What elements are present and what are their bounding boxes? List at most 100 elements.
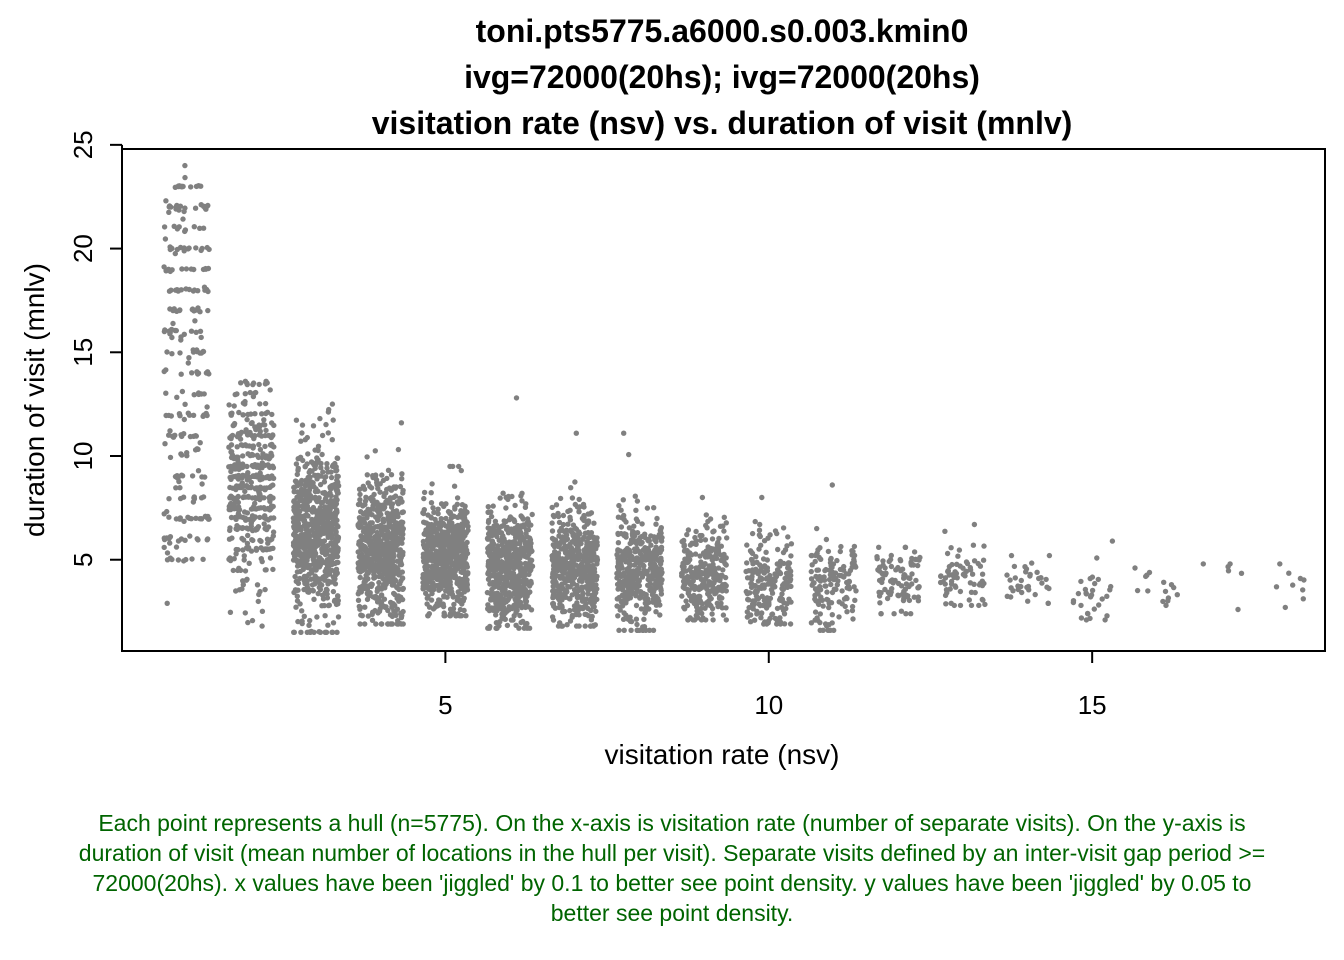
data-point (720, 567, 726, 573)
data-point (180, 216, 186, 222)
data-point (788, 541, 795, 547)
data-point (400, 621, 406, 627)
data-point (749, 574, 755, 580)
data-point (1174, 592, 1181, 598)
data-point (439, 538, 445, 544)
data-point (632, 493, 638, 499)
data-point (1022, 569, 1029, 575)
data-point (433, 566, 439, 572)
data-point (814, 615, 820, 621)
data-point (1200, 561, 1207, 567)
data-point (968, 602, 975, 609)
data-point (614, 552, 620, 558)
data-point (723, 605, 729, 611)
data-point (454, 578, 461, 584)
data-point (364, 454, 370, 460)
data-point (556, 519, 563, 526)
data-point (244, 416, 250, 423)
data-point (185, 360, 191, 366)
data-point (384, 500, 390, 506)
data-point (519, 498, 525, 504)
data-point (781, 611, 788, 617)
data-point (245, 619, 251, 626)
data-point (644, 595, 650, 601)
data-point (695, 610, 702, 616)
data-point (400, 490, 406, 496)
data-point (433, 555, 439, 562)
data-point (304, 434, 310, 441)
data-point (880, 562, 886, 568)
data-point (634, 545, 640, 552)
data-point (357, 497, 363, 503)
data-point (312, 543, 318, 549)
data-point (383, 544, 389, 550)
data-point (698, 559, 704, 565)
data-point (264, 380, 270, 386)
data-point (788, 553, 794, 559)
data-point (615, 540, 622, 546)
data-point (1078, 602, 1084, 609)
data-point (580, 566, 586, 572)
data-point (723, 583, 729, 589)
data-point (972, 589, 978, 596)
data-point (457, 606, 464, 613)
data-point (166, 514, 172, 520)
data-point (373, 514, 379, 520)
data-point (227, 494, 234, 501)
data-point (630, 538, 636, 544)
data-point (294, 598, 301, 604)
data-point (294, 471, 300, 478)
data-point (681, 548, 688, 554)
data-point (657, 556, 663, 562)
data-point (243, 443, 250, 449)
data-point (425, 530, 432, 537)
data-point (242, 398, 248, 405)
data-point (915, 598, 922, 604)
data-point (165, 266, 172, 272)
data-point (574, 504, 581, 510)
data-point (651, 572, 658, 578)
data-point (456, 463, 462, 470)
data-point (774, 561, 780, 567)
data-point (562, 549, 569, 555)
data-point (161, 544, 167, 551)
data-point (1161, 579, 1167, 585)
data-point (614, 596, 620, 602)
data-point (257, 477, 263, 483)
data-point (522, 578, 528, 584)
data-point (330, 417, 336, 423)
data-point (557, 601, 563, 607)
data-point (192, 433, 199, 439)
data-point (303, 560, 309, 567)
data-point (622, 594, 628, 601)
data-point (852, 597, 858, 603)
data-point (709, 605, 716, 612)
data-point (226, 506, 232, 513)
data-point (441, 563, 447, 569)
data-point (553, 502, 560, 508)
data-point (443, 515, 449, 522)
data-point (295, 514, 302, 520)
data-point (749, 530, 756, 537)
data-point (680, 562, 687, 568)
data-point (301, 578, 307, 584)
data-point (449, 592, 456, 598)
data-point (363, 494, 369, 500)
data-point (447, 535, 453, 541)
data-point (458, 510, 465, 517)
data-point (581, 547, 588, 553)
data-point (651, 505, 657, 511)
data-point (248, 479, 254, 486)
data-point (240, 412, 246, 418)
data-point (688, 573, 694, 580)
data-point (503, 544, 509, 551)
data-point (380, 477, 387, 484)
data-point (264, 474, 270, 480)
data-point (949, 561, 955, 568)
data-point (306, 491, 312, 497)
data-point (432, 516, 438, 523)
data-point (909, 581, 915, 587)
data-point (255, 598, 261, 605)
data-point (384, 566, 390, 573)
data-point (447, 565, 453, 571)
